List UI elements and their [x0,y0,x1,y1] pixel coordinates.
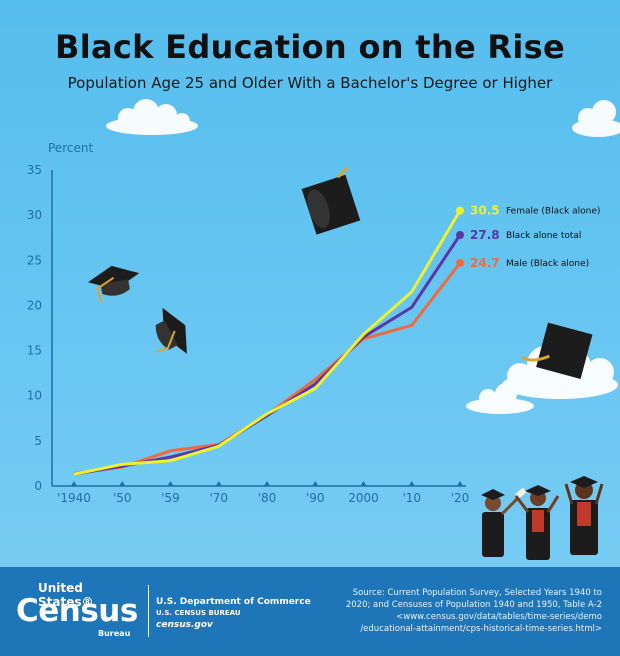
source-note: Source: Current Population Survey, Selec… [332,587,602,635]
x-tick-mark [264,481,270,486]
graduation-cap-icon [88,265,140,303]
series-line [73,234,462,476]
end-value-label: 27.8 [470,228,500,242]
graduation-cap-icon [301,166,361,235]
y-tick-label: 15 [27,344,42,358]
y-tick-label: 10 [27,389,42,403]
series-endpoint [456,231,464,240]
x-tick-mark [408,481,415,486]
series-line [73,209,462,476]
source-line: <www.census.gov/data/tables/time-series/… [396,612,602,622]
cloud-icon [572,100,620,137]
x-tick-label: 2000 [348,491,379,505]
x-tick-label: '10 [402,491,421,505]
end-value-label: 30.5 [470,204,500,218]
end-value-label: 24.7 [470,256,500,270]
page-title: Black Education on the Rise [55,28,565,66]
legend-label: Female (Black alone) [506,207,600,217]
line-chart: 0 5 10 15 20 25 30 35 '1940 '50 '59 '70 '80 '90 2000 '1… [26,99,620,560]
y-tick-label: 30 [27,208,42,222]
legend-label: Black alone total [506,231,581,241]
series-line [73,262,462,475]
x-tick-label: '1940 [57,491,91,505]
logo-main-text: Census [16,593,138,629]
series-endpoint [456,258,464,267]
x-tick-mark [312,481,319,486]
source-line: Source: Current Population Survey, Selec… [352,588,602,598]
x-tick-label: '20 [451,491,470,505]
footer: United States® Census Bureau U.S. Depart… [0,567,620,656]
chart-end-labels: 30.5 Female (Black alone) 27.8 Black alone … [470,204,600,270]
cloud-icon [106,99,198,135]
y-tick-label: 35 [27,163,42,177]
department-name: U.S. Department of Commerce [156,597,311,607]
graduate-person-icon [514,485,560,560]
series-endpoint [456,206,464,215]
graduation-cap-icon [155,307,187,354]
x-tick-label: '90 [306,491,325,505]
y-tick-label: 20 [27,298,42,312]
census-logo: United States® Census Bureau [16,581,142,643]
x-tick-mark [119,481,126,486]
source-line: 2020; and Censuses of Population 1940 an… [345,600,602,610]
logo-top-text: United States® [38,581,94,609]
x-tick-mark [457,481,463,486]
x-tick-label: '70 [209,491,228,505]
graduate-person-icon [481,487,527,557]
website-link[interactable]: census.gov [156,620,213,630]
x-tick-label: '50 [113,491,132,505]
x-tick-mark [167,481,174,486]
x-tick-label: '59 [161,491,180,505]
page-subtitle: Population Age 25 and Older With a Bache… [67,74,553,92]
y-tick-label: 25 [27,253,42,267]
y-tick-label: 0 [34,479,42,493]
graduation-cap-icon [521,322,593,379]
chart-series [73,206,464,476]
x-tick-mark [71,481,77,486]
source-line: /educational-attainment/cps-historical-t… [360,624,602,634]
x-tick-mark [360,481,367,486]
logo-bureau-text: Bureau [98,629,131,638]
bureau-name: U.S. CENSUS BUREAU [156,609,241,617]
y-axis-label: Percent [48,141,94,155]
chart-axes: 0 5 10 15 20 25 30 35 '1940 '50 '59 '70 '80 '90 2000 '1… [27,163,470,505]
y-tick-label: 5 [34,434,42,448]
footer-divider [148,585,149,637]
x-tick-label: '80 [258,491,277,505]
graduate-person-icon [564,476,604,555]
x-tick-mark [215,481,222,486]
legend-label: Male (Black alone) [506,259,589,269]
